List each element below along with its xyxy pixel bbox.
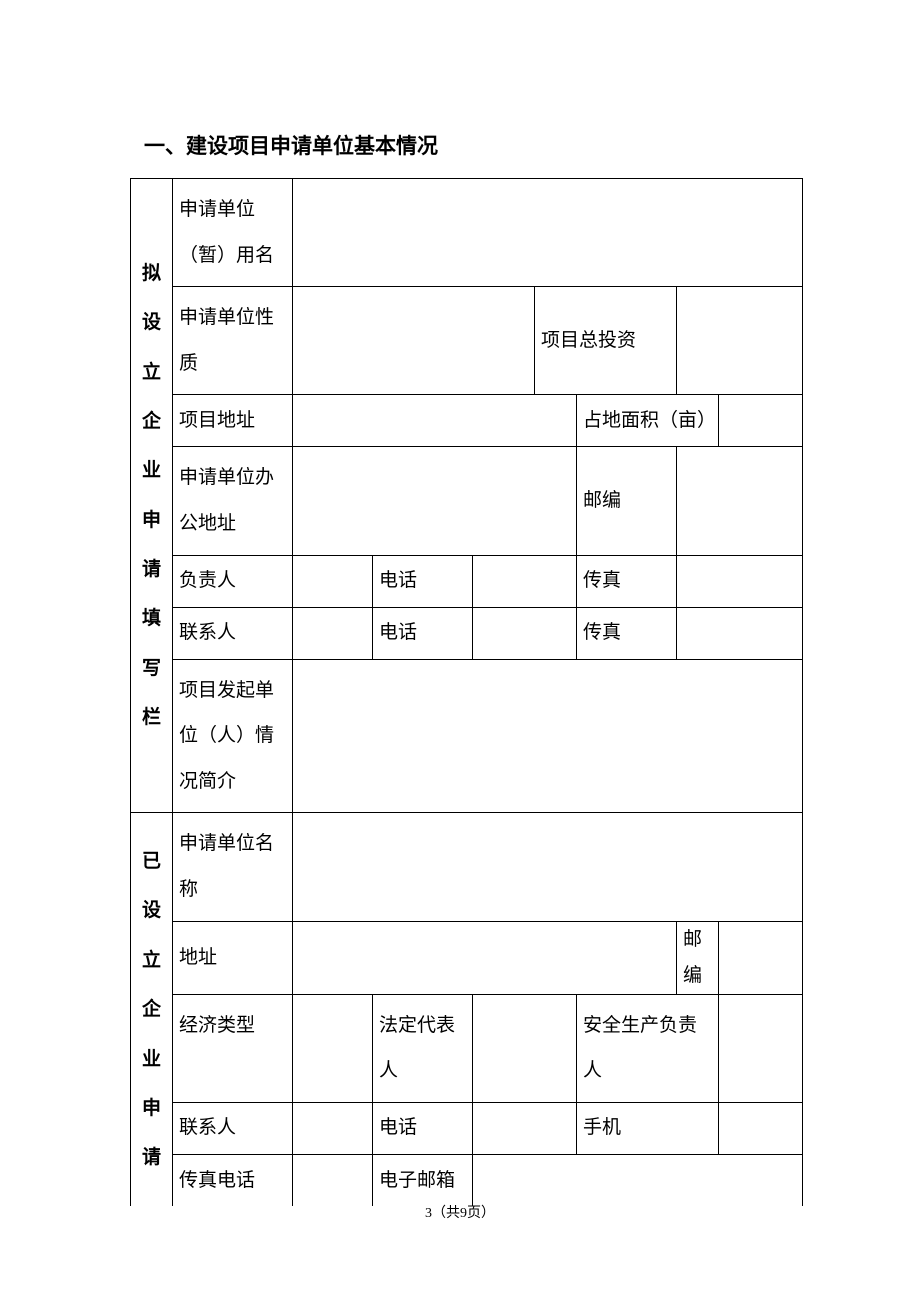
page-number-current: 3 [425, 1206, 432, 1221]
value-applicant-tentative-name [293, 179, 803, 287]
label-phone-1: 电话 [373, 555, 473, 607]
table-row: 经济类型 法定代表人 安全生产负责人 [131, 994, 803, 1102]
value-project-initiator-brief [293, 659, 803, 813]
label-fax-1: 传真 [577, 555, 677, 607]
table-row: 负责人 电话 传真 [131, 555, 803, 607]
label-fax-2: 传真 [577, 607, 677, 659]
label-applicant-name: 申请单位名称 [173, 813, 293, 921]
label-legal-rep: 法定代表人 [373, 994, 473, 1102]
label-phone-3: 电话 [373, 1102, 473, 1154]
value-office-address [293, 447, 577, 555]
table-row: 拟 设 立 企 业 申 请 填 写 栏 申请单位（暂）用名 [131, 179, 803, 287]
page-footer: 3（共9页） [0, 1202, 920, 1222]
application-form-table: 拟 设 立 企 业 申 请 填 写 栏 申请单位（暂）用名 申请单位性质 项目总… [130, 178, 803, 1206]
page-content: 一、建设项目申请单位基本情况 拟 设 立 企 业 申 请 填 写 栏 申请单位（… [0, 0, 920, 1206]
label-applicant-tentative-name: 申请单位（暂）用名 [173, 179, 293, 287]
value-mobile [719, 1102, 803, 1154]
label-safety-officer: 安全生产负责人 [577, 994, 719, 1102]
value-email [473, 1154, 803, 1206]
value-contact-1 [293, 607, 373, 659]
table-row: 已 设 立 企 业 申 请 申请单位名称 [131, 813, 803, 921]
label-total-investment: 项目总投资 [535, 287, 677, 395]
label-applicant-nature: 申请单位性质 [173, 287, 293, 395]
value-phone-2 [473, 607, 577, 659]
label-project-initiator-brief: 项目发起单位（人）情况简介 [173, 659, 293, 813]
label-project-address: 项目地址 [173, 395, 293, 447]
section1-vertical-label: 拟 设 立 企 业 申 请 填 写 栏 [131, 179, 173, 813]
value-person-in-charge [293, 555, 373, 607]
value-economic-type [293, 994, 373, 1102]
table-row: 联系人 电话 手机 [131, 1102, 803, 1154]
label-postcode-2: 邮编 [677, 921, 719, 994]
value-contact-2 [293, 1102, 373, 1154]
label-contact-1: 联系人 [173, 607, 293, 659]
label-address-2: 地址 [173, 921, 293, 994]
table-row: 地址 邮编 [131, 921, 803, 994]
value-applicant-name [293, 813, 803, 921]
label-fax-phone: 传真电话 [173, 1154, 293, 1206]
value-project-address [293, 395, 577, 447]
value-fax-1 [677, 555, 803, 607]
value-postcode-1 [677, 447, 803, 555]
label-economic-type: 经济类型 [173, 994, 293, 1102]
page-total-suffix: 页） [467, 1206, 495, 1221]
page-total-prefix: （共 [432, 1206, 460, 1221]
value-total-investment [677, 287, 803, 395]
value-postcode-2 [719, 921, 803, 994]
page-number-total: 9 [460, 1206, 467, 1221]
value-safety-officer [719, 994, 803, 1102]
table-row: 项目发起单位（人）情况简介 [131, 659, 803, 813]
value-phone-3 [473, 1102, 577, 1154]
label-phone-2: 电话 [373, 607, 473, 659]
label-email: 电子邮箱 [373, 1154, 473, 1206]
table-row: 联系人 电话 传真 [131, 607, 803, 659]
table-row: 申请单位办公地址 邮编 [131, 447, 803, 555]
label-contact-2: 联系人 [173, 1102, 293, 1154]
label-person-in-charge: 负责人 [173, 555, 293, 607]
label-land-area: 占地面积（亩） [577, 395, 719, 447]
label-office-address: 申请单位办公地址 [173, 447, 293, 555]
label-postcode-1: 邮编 [577, 447, 677, 555]
value-address-2 [293, 921, 677, 994]
value-phone-1 [473, 555, 577, 607]
section-heading: 一、建设项目申请单位基本情况 [130, 130, 790, 160]
value-legal-rep [473, 994, 577, 1102]
value-land-area [719, 395, 803, 447]
value-applicant-nature [293, 287, 535, 395]
label-mobile: 手机 [577, 1102, 719, 1154]
value-fax-2 [677, 607, 803, 659]
table-row: 申请单位性质 项目总投资 [131, 287, 803, 395]
table-row: 项目地址 占地面积（亩） [131, 395, 803, 447]
table-row: 传真电话 电子邮箱 [131, 1154, 803, 1206]
section2-vertical-label: 已 设 立 企 业 申 请 [131, 813, 173, 1207]
value-fax-phone [293, 1154, 373, 1206]
